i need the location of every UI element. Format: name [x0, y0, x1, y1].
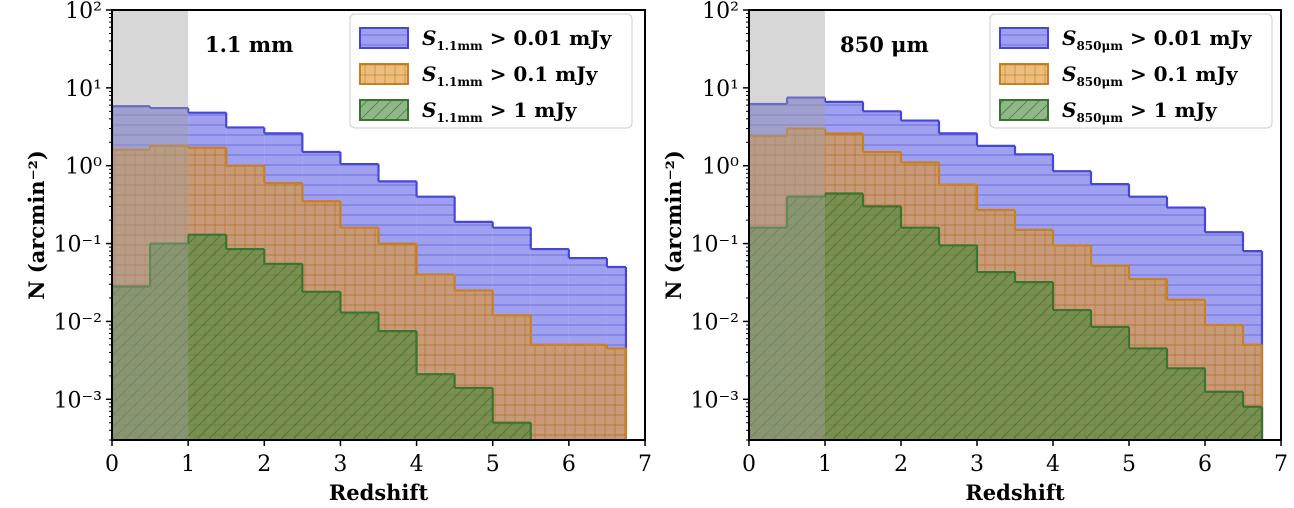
legend: S1.1mm > 0.01 mJy S1.1mm > 0.1 mJy S1.1mm …	[349, 13, 633, 129]
plot-area	[749, 10, 1264, 440]
legend-swatch-hatch	[1000, 64, 1048, 84]
histogram-bar-hatch	[606, 348, 626, 440]
legend-label: S850μm > 0.1 mJy	[1062, 62, 1239, 89]
histogram-bar-hatch	[977, 272, 1015, 440]
legend-swatch-hatch	[1000, 28, 1048, 48]
histogram-outline	[112, 105, 628, 440]
legend-frame	[989, 13, 1273, 129]
x-tick-label: 2	[894, 452, 908, 477]
x-tick-label: 1	[181, 452, 195, 477]
histogram-bar-hatch	[150, 243, 189, 440]
histogram-bar-hatch	[1053, 310, 1091, 440]
histogram-bar-hatch	[901, 227, 939, 440]
histogram-bar-hatch	[340, 312, 379, 440]
histogram-bar-hatch	[1167, 368, 1205, 440]
x-tick-label: 0	[742, 452, 756, 477]
y-tick-label: 10⁻²	[691, 310, 739, 335]
legend-label: S850μm > 0.01 mJy	[1062, 26, 1253, 53]
legend-label: S1.1mm > 1 mJy	[422, 98, 578, 125]
histogram-outline	[749, 96, 1264, 440]
y-tick-label: 10¹	[702, 77, 739, 102]
panel-label: 1.1 mm	[205, 32, 293, 57]
y-tick-label: 10⁻³	[691, 388, 739, 413]
histogram-bar-hatch	[1091, 326, 1129, 440]
legend-label: S1.1mm > 0.01 mJy	[422, 26, 613, 53]
y-tick-label: 10⁰	[65, 155, 102, 180]
histogram-bar-hatch	[825, 193, 863, 440]
histogram-bar-hatch	[302, 291, 341, 440]
x-tick-label: 2	[257, 452, 271, 477]
x-tick-label: 5	[1122, 452, 1136, 477]
x-tick-label: 5	[486, 452, 500, 477]
axes-frame	[111, 9, 646, 441]
x-tick-label: 7	[1274, 452, 1288, 477]
y-tick-label: 10²	[702, 0, 739, 24]
histogram-outline	[112, 233, 532, 440]
histogram-bar-hatch	[188, 234, 227, 440]
y-tick-label: 10¹	[65, 77, 102, 102]
y-tick-label: 10⁻²	[54, 310, 102, 335]
legend-label: S850μm > 1 mJy	[1062, 98, 1218, 125]
legend: S850μm > 0.01 mJy S850μm > 0.1 mJy S850μm …	[989, 13, 1273, 129]
histogram-bar-hatch	[939, 245, 977, 440]
x-tick-label: 7	[638, 452, 652, 477]
y-tick-label: 10⁻¹	[691, 233, 739, 258]
histogram-outline	[749, 192, 1264, 440]
histogram-bar-hatch	[264, 263, 303, 440]
panel-label: 850 μm	[840, 32, 929, 57]
histogram-bar-hatch	[568, 344, 607, 440]
histogram-outline	[749, 127, 1264, 440]
legend-swatch-hatch	[360, 64, 408, 84]
panel-right: 0 1 2 3 4 5 6 7 10² 10¹ 10⁰ 10⁻¹ 10⁻² 10⁻³ Redshift N (…	[661, 0, 1288, 505]
excluded-region	[112, 10, 189, 440]
legend-swatch-hatch	[1000, 100, 1048, 120]
y-tick-label: 10²	[65, 0, 102, 24]
excluded-region	[749, 10, 825, 440]
histogram-bar-hatch	[454, 387, 493, 440]
legend-swatch-hatch	[360, 100, 408, 120]
x-tick-label: 1	[818, 452, 832, 477]
histogram-bar-hatch	[749, 227, 787, 440]
histogram-series-3	[749, 192, 1264, 440]
y-axis-label: N (arcmin⁻²)	[24, 150, 49, 300]
histogram-bar-hatch	[1205, 391, 1243, 440]
plot-area	[112, 10, 628, 440]
histogram-bar-hatch	[378, 331, 417, 440]
histogram-outline	[112, 144, 628, 440]
histogram-bar-hatch	[1015, 282, 1053, 440]
x-axis-label: Redshift	[965, 480, 1065, 505]
y-axis-label: N (arcmin⁻²)	[661, 150, 686, 300]
x-tick-label: 0	[105, 452, 119, 477]
histogram-bar-hatch	[226, 249, 265, 440]
histogram-bar-hatch	[787, 196, 825, 440]
x-tick-label: 6	[1198, 452, 1212, 477]
histogram-series-3	[112, 233, 532, 440]
y-tick-label: 10⁻¹	[54, 233, 102, 258]
histogram-bar-hatch	[492, 315, 531, 440]
y-tick-label: 10⁻³	[54, 388, 102, 413]
histogram-bar-hatch	[1243, 406, 1262, 440]
histogram-bar-hatch	[530, 344, 569, 440]
y-tick-label: 10⁰	[702, 155, 739, 180]
legend-frame	[349, 13, 633, 129]
histogram-bar-hatch	[112, 286, 151, 440]
x-axis-label: Redshift	[329, 480, 429, 505]
x-tick-label: 4	[410, 452, 424, 477]
histogram-bar-hatch	[863, 206, 901, 440]
histogram-bar-hatch	[416, 374, 455, 440]
legend-swatch-hatch	[360, 28, 408, 48]
x-tick-label: 3	[970, 452, 984, 477]
legend-label: S1.1mm > 0.1 mJy	[422, 62, 599, 89]
x-tick-label: 3	[333, 452, 347, 477]
panel-left: 0 1 2 3 4 5 6 7 10² 10¹ 10⁰ 10⁻¹ 10⁻² 10⁻³ Redshift N (…	[24, 0, 652, 505]
histogram-bar-hatch	[1129, 348, 1167, 440]
axes-frame	[748, 9, 1282, 441]
histogram-bar-hatch	[492, 422, 531, 440]
x-tick-label: 6	[562, 452, 576, 477]
x-tick-label: 4	[1046, 452, 1060, 477]
